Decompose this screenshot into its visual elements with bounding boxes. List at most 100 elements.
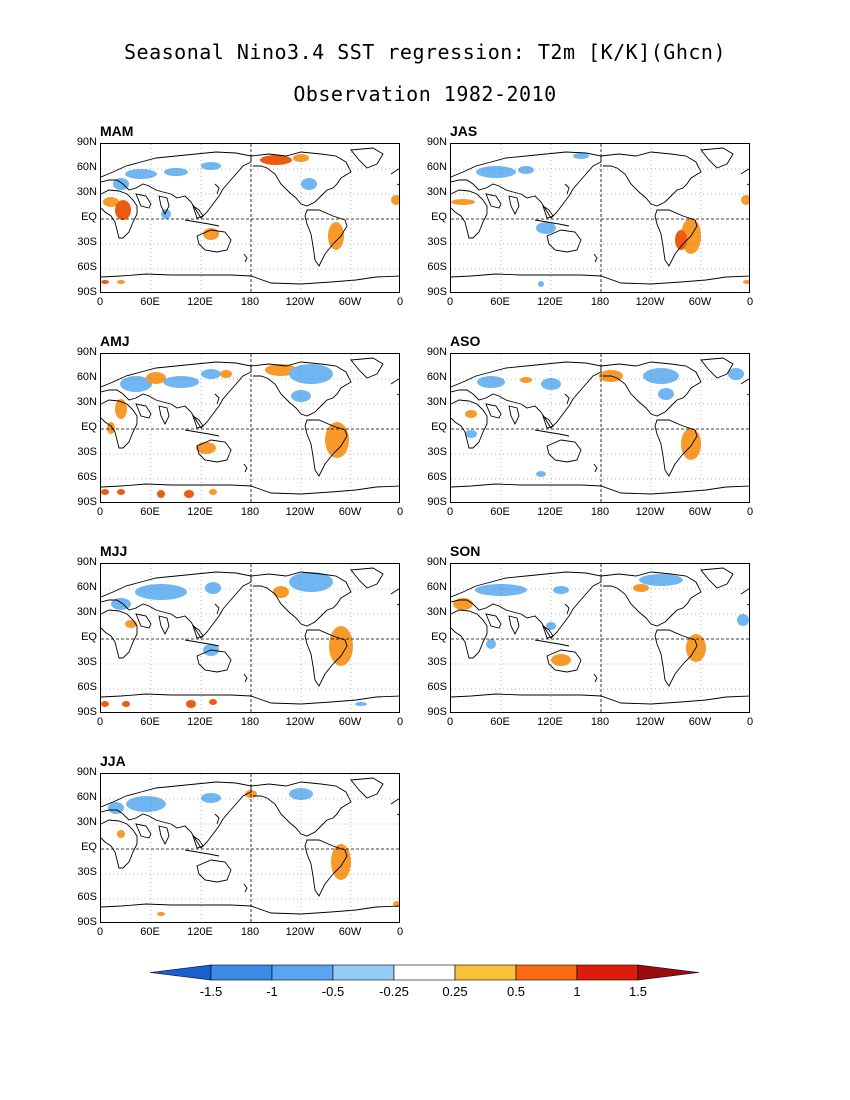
y-tick-label: EQ <box>81 421 97 433</box>
coastline <box>485 193 502 209</box>
coastline <box>542 624 554 639</box>
coastline <box>396 813 399 816</box>
coastline <box>350 357 384 379</box>
coastline <box>740 168 749 175</box>
negative-anomaly-region <box>536 471 546 477</box>
coastline <box>214 393 220 405</box>
colorbar-tick-label: -1 <box>266 984 278 999</box>
positive-anomaly-region <box>329 626 353 666</box>
coastline <box>534 639 570 647</box>
positive-anomaly-region <box>101 489 109 495</box>
y-tick-label: 30S <box>427 446 447 458</box>
coastline <box>546 229 582 253</box>
coastline <box>485 403 502 419</box>
positive-anomaly-region <box>157 490 165 498</box>
x-tick-label: 180 <box>240 716 260 728</box>
coastline <box>304 209 348 267</box>
negative-anomaly-region <box>113 178 129 190</box>
colorbar-right-arrow <box>637 964 700 981</box>
y-tick-label: EQ <box>81 211 97 223</box>
positive-anomaly-region <box>209 489 217 495</box>
positive-anomaly-region <box>675 230 687 250</box>
y-tick-label: 60S <box>427 261 447 273</box>
y-tick-label: 30N <box>76 816 97 828</box>
positive-anomaly-region <box>551 654 571 666</box>
coastline <box>304 839 348 897</box>
x-tick-label: 180 <box>240 506 260 518</box>
coastline <box>451 483 749 495</box>
coastline <box>508 195 520 216</box>
negative-anomaly-region <box>289 364 333 384</box>
colorbar-tick-label: 0.5 <box>506 984 526 999</box>
y-tick-label: 60S <box>427 681 447 693</box>
coastline <box>542 414 554 429</box>
positive-anomaly-region <box>633 584 649 592</box>
negative-anomaly-region <box>108 802 124 814</box>
positive-anomaly-region <box>681 428 701 460</box>
coastline <box>101 819 138 869</box>
coastline <box>700 567 734 589</box>
x-tick-label: 60W <box>688 506 712 518</box>
coastline <box>700 357 734 379</box>
x-tick-label: 60E <box>140 926 160 938</box>
negative-anomaly-region <box>573 153 589 159</box>
x-tick-label: 120W <box>635 506 665 518</box>
map-panel-mam: MAM 90N 60N 30N EQ 30S 60S 90S 0 60E 120E 180 120W 60… <box>70 123 420 333</box>
positive-anomaly-region <box>451 199 475 205</box>
negative-anomaly-region <box>541 378 561 390</box>
coastline <box>158 405 170 426</box>
x-tick-label: 120W <box>285 926 315 938</box>
world-map <box>101 774 399 922</box>
coastline <box>135 613 152 629</box>
x-tick-label: 0 <box>396 506 404 518</box>
y-tick-label: 60S <box>77 261 97 273</box>
coastline <box>654 209 698 267</box>
x-tick-label: 0 <box>96 926 104 938</box>
map-area <box>450 143 750 293</box>
world-map <box>451 354 749 502</box>
map-panel-aso: ASO 90N 60N 30N EQ 30S 60S 90S 0 60E 120E 180 120W 60… <box>420 333 770 543</box>
colorbar-segment <box>271 964 334 981</box>
colorbar-tick-label: -0.5 <box>321 984 345 999</box>
coastline <box>135 403 152 419</box>
x-tick-label: 60W <box>338 716 362 728</box>
negative-anomaly-region <box>737 614 749 626</box>
negative-anomaly-region <box>289 572 333 592</box>
y-tick-label: 30S <box>77 236 97 248</box>
x-tick-label: 0 <box>396 716 404 728</box>
y-tick-label: 90S <box>77 286 97 298</box>
negative-anomaly-region <box>536 222 556 234</box>
colorbar-segment <box>332 964 395 981</box>
x-tick-label: 60W <box>688 296 712 308</box>
world-map <box>451 564 749 712</box>
panel-label: AMJ <box>100 333 130 349</box>
negative-anomaly-region <box>291 390 311 402</box>
positive-anomaly-region <box>265 364 297 376</box>
map-area <box>100 143 400 293</box>
negative-anomaly-region <box>135 584 187 600</box>
negative-anomaly-region <box>126 796 166 812</box>
x-tick-label: 120E <box>187 716 213 728</box>
positive-anomaly-region <box>209 699 217 705</box>
y-tick-label: 90S <box>427 496 447 508</box>
map-area <box>450 563 750 713</box>
coastline <box>350 147 384 169</box>
coastline <box>451 609 488 659</box>
coastline <box>101 483 399 495</box>
coastline <box>542 204 554 219</box>
coastline <box>564 393 570 405</box>
colorbar <box>150 964 700 981</box>
coastline <box>192 624 204 639</box>
y-tick-label: 60N <box>76 161 97 173</box>
map-area <box>100 773 400 923</box>
positive-anomaly-region <box>328 222 344 250</box>
negative-anomaly-region <box>553 586 569 594</box>
negative-anomaly-region <box>476 166 516 178</box>
colorbar-tick-label: -1.5 <box>199 984 223 999</box>
x-tick-label: 60E <box>140 506 160 518</box>
y-tick-label: EQ <box>431 631 447 643</box>
y-tick-label: EQ <box>431 211 447 223</box>
y-tick-label: 60S <box>427 471 447 483</box>
coastline <box>390 798 399 805</box>
x-tick-label: 0 <box>746 716 754 728</box>
